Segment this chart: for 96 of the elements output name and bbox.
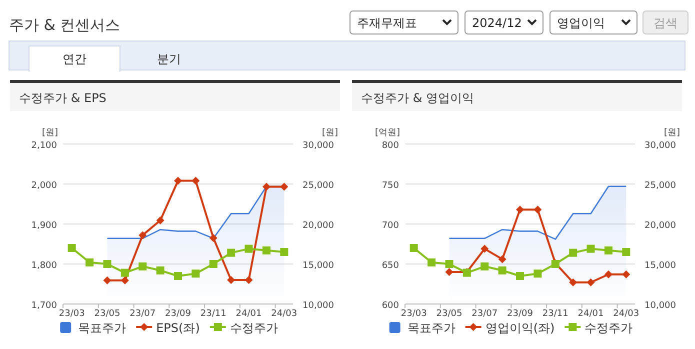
y-tick-label: 1,700 [31,301,58,311]
point [227,248,236,257]
point [480,262,489,270]
point [138,231,147,240]
text: 분기 [157,52,181,66]
legend-label: 영업이익(좌) [485,321,555,335]
point [604,246,612,254]
x-tick-label: 24/01 [578,309,604,319]
y-tick-label: 700 [382,221,400,231]
point [569,248,578,257]
point [445,260,454,268]
x-tick-label: 23/09 [507,309,534,319]
chart-title: 수정주가 & 영업이익 [361,91,474,105]
point [244,276,253,284]
point [280,248,288,256]
point [428,258,436,266]
point [120,268,129,277]
x-tick-label: 23/05 [94,309,120,319]
point [192,176,200,185]
legend-label: 수정주가 [584,321,633,335]
x-tick-label: 24/03 [271,309,298,319]
y-tick-label: 1,900 [31,221,58,231]
y-tick-label: 800 [382,141,400,151]
text: 주가 & 컨센서스 [9,16,120,34]
y2-tick-label: 30,000 [644,141,676,151]
point [280,182,288,191]
y2-tick-label: 25,000 [644,181,676,191]
x-tick-label: 23/03 [400,309,427,319]
point [68,244,76,252]
x-tick-label: 24/03 [613,309,640,319]
point [138,262,147,270]
point [586,244,595,253]
x-tick-label: 23/11 [200,309,226,319]
point [156,266,164,274]
point [103,260,112,268]
y-tick-label: 2,000 [31,181,58,191]
y-axis-title: [원] [42,128,58,138]
point [516,206,524,214]
text: 연간 [62,52,86,66]
text: 검색 [654,16,678,30]
y2-axis-title: [원] [322,128,338,138]
y-tick-label: 600 [382,301,400,311]
y-tick-label: 750 [382,181,400,191]
chart-title: 수정주가 & EPS [19,91,106,105]
point [174,272,182,280]
point [156,216,164,224]
y2-tick-label: 30,000 [302,141,334,151]
x-tick-label: 23/07 [130,309,156,319]
x-tick-label: 23/11 [542,309,568,319]
point [410,244,418,252]
point [192,270,200,278]
y-tick-label: 1,800 [31,261,58,271]
point [622,270,630,278]
y-axis-title: [억원] [374,128,400,138]
text: 주재무제표 [357,16,417,30]
x-tick-label: 24/01 [236,309,262,319]
point [120,276,129,284]
x-tick-label: 23/05 [436,309,462,319]
y2-axis-title: [원] [664,128,680,138]
point [244,244,253,253]
point [209,234,218,242]
point [262,246,270,254]
point [516,272,524,280]
text: 2024/12 [472,16,522,30]
point [86,258,94,266]
point [445,268,454,276]
y-tick-label: 2,100 [31,141,58,151]
y2-tick-label: 25,000 [302,181,334,191]
point [586,278,595,286]
x-tick-label: 23/09 [165,309,192,319]
y2-tick-label: 20,000 [644,221,676,231]
point [604,270,612,278]
y2-tick-label: 10,000 [302,301,334,311]
point [480,244,489,253]
y-tick-label: 650 [382,261,400,271]
point [498,266,506,274]
point [262,182,270,191]
point [174,176,182,185]
legend-label: 수정주가 [230,321,278,335]
x-tick-label: 23/03 [58,309,85,319]
point [103,276,112,284]
y2-tick-label: 15,000 [644,261,676,271]
point [622,248,630,256]
point [209,260,218,268]
legend-label: 목표주가 [407,321,456,335]
legend-label: 목표주가 [78,321,126,335]
point [569,278,578,286]
y2-tick-label: 20,000 [302,221,334,231]
x-tick-label: 23/07 [472,309,498,319]
y2-tick-label: 10,000 [644,301,676,311]
legend-label: EPS(좌) [156,321,200,335]
text: 영업이익 [557,16,605,30]
point [534,206,542,214]
point [498,255,506,264]
y2-tick-label: 15,000 [302,261,334,271]
point [534,270,542,278]
